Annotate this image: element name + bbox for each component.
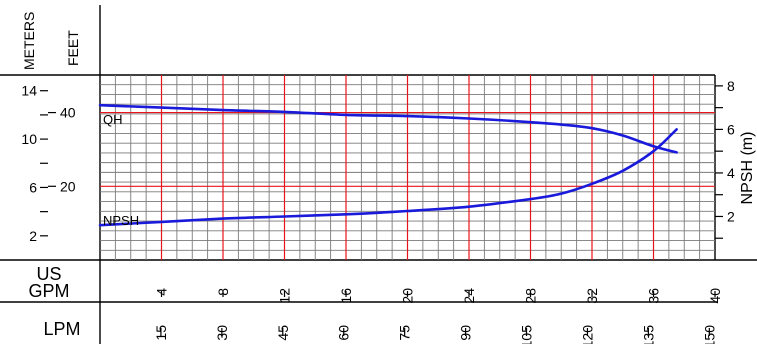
qh-curve-label: QH	[103, 112, 123, 127]
lpm-tick-label: 45	[275, 325, 291, 341]
lpm-tick-label: 150	[701, 325, 717, 344]
npsh-tick-label: 6	[727, 121, 735, 137]
lpm-tick-label: 15	[153, 325, 169, 341]
gpm-tick-label: 28	[523, 288, 539, 304]
npsh-axis-title: NPSH (m)	[739, 132, 756, 205]
meters-tick-label: 10	[21, 131, 37, 147]
lpm-tick-label: 90	[458, 325, 474, 341]
gpm-tick-label: 4	[154, 288, 170, 296]
npsh-curve-label: NPSH	[103, 213, 139, 228]
gpm-tick-label: 32	[584, 288, 600, 304]
lpm-tick-label: 60	[336, 325, 352, 341]
major-grid	[100, 75, 715, 260]
feet-axis-title: FEET	[65, 30, 81, 66]
gpm-tick-label: 40	[707, 288, 723, 304]
npsh-tick-label: 2	[727, 208, 735, 224]
npsh-curve	[98, 128, 678, 227]
lpm-tick-label: 105	[519, 325, 535, 344]
us-gpm-label-line2: GPM	[28, 281, 69, 301]
npsh-tick-label: 8	[727, 78, 735, 94]
meters-axis-title: METERS	[21, 12, 37, 70]
gpm-tick-label: 36	[646, 288, 662, 304]
feet-tick-label: 40	[60, 105, 76, 121]
axes	[40, 85, 723, 336]
lpm-tick-label: 135	[640, 325, 656, 344]
series	[98, 103, 678, 227]
gpm-tick-label: 8	[215, 288, 231, 296]
meters-tick-label: 6	[29, 179, 37, 195]
meters-tick-label: 14	[21, 83, 37, 99]
gpm-tick-label: 20	[400, 288, 416, 304]
feet-tick-label: 20	[60, 178, 76, 194]
lpm-tick-label: 120	[579, 325, 595, 344]
lpm-tick-label: 75	[397, 325, 413, 341]
gpm-tick-label: 12	[277, 288, 293, 304]
gpm-tick-label: 24	[461, 288, 477, 304]
us-gpm-label-line1: US	[36, 264, 61, 284]
qh-curve	[98, 103, 678, 154]
lpm-label: LPM	[43, 319, 80, 339]
npsh-tick-label: 4	[727, 165, 735, 181]
chart-frame	[0, 5, 757, 344]
gpm-tick-label: 16	[338, 288, 354, 304]
lpm-tick-label: 30	[214, 325, 230, 341]
meters-tick-label: 2	[29, 228, 37, 244]
